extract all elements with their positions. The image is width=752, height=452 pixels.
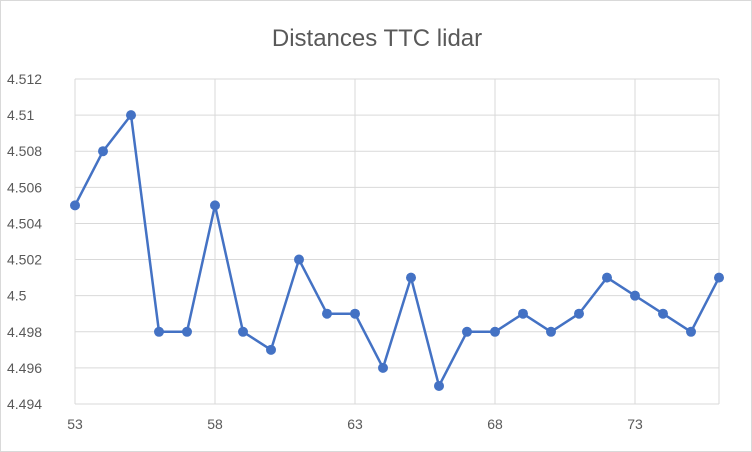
data-point [322, 308, 332, 319]
data-point [462, 326, 472, 337]
data-point [238, 326, 248, 337]
data-point [658, 308, 668, 319]
data-point [70, 200, 80, 211]
data-point [630, 290, 640, 301]
data-point [490, 326, 500, 337]
y-axis-ticks: 4.494 4.496 4.498 4.5 4.502 4.504 4.506 4.508 4.… [7, 71, 42, 412]
y-tick-label: 4.51 [7, 107, 34, 123]
gridlines [74, 78, 720, 405]
data-point [266, 344, 276, 355]
y-tick-label: 4.496 [7, 360, 42, 376]
data-point [518, 308, 528, 319]
x-tick-label: 68 [487, 416, 503, 432]
data-point [434, 380, 444, 391]
data-point [546, 326, 556, 337]
data-point [406, 272, 416, 283]
data-point [686, 326, 696, 337]
x-tick-label: 73 [627, 416, 643, 432]
data-point [574, 308, 584, 319]
x-tick-label: 58 [207, 416, 223, 432]
data-point [378, 362, 388, 373]
data-point [602, 272, 612, 283]
y-tick-label: 4.502 [7, 252, 42, 268]
data-point [182, 326, 192, 337]
data-point [350, 308, 360, 319]
x-tick-label: 63 [347, 416, 363, 432]
y-tick-label: 4.508 [7, 143, 42, 159]
y-tick-label: 4.494 [7, 396, 42, 412]
data-point [210, 200, 220, 211]
data-point [294, 254, 304, 265]
data-point [98, 146, 108, 157]
y-tick-label: 4.5 [7, 288, 27, 304]
series-group [70, 110, 724, 391]
y-tick-label: 4.506 [7, 179, 42, 195]
x-axis-ticks: 53 58 63 68 73 [67, 416, 643, 432]
data-point [714, 272, 724, 283]
chart-title: Distances TTC lidar [272, 25, 482, 52]
y-tick-label: 4.512 [7, 71, 42, 87]
data-point [126, 110, 136, 121]
y-tick-label: 4.498 [7, 324, 42, 340]
y-tick-label: 4.504 [7, 215, 42, 231]
series-line [73, 113, 721, 388]
x-tick-label: 53 [67, 416, 83, 432]
data-point [154, 326, 164, 337]
